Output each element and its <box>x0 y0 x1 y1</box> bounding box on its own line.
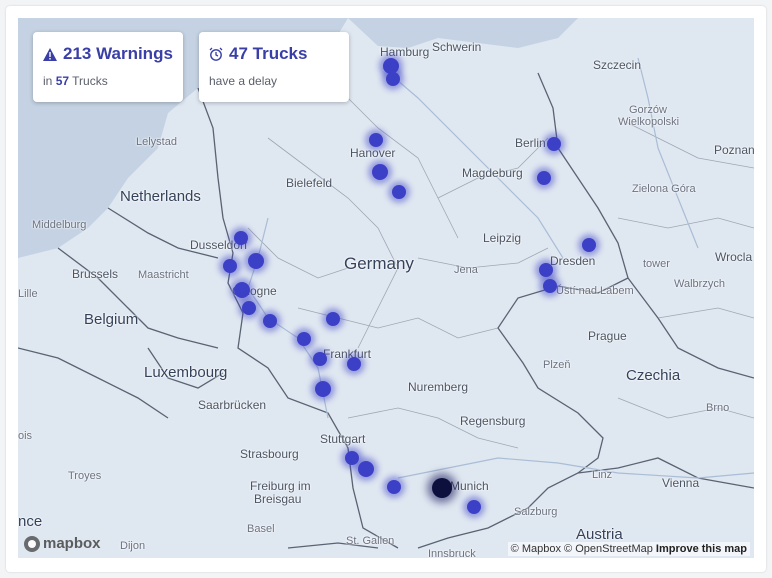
warning-icon <box>43 47 57 61</box>
truck-marker[interactable] <box>387 480 401 494</box>
warnings-sub-suffix: Trucks <box>72 74 108 88</box>
city-label-salzburg: Salzburg <box>514 506 558 518</box>
city-label-plzen: Plzeň <box>543 359 571 371</box>
city-label-frankfurt: Frankfurt <box>323 347 372 361</box>
city-label-zielona: Zielona Góra <box>632 183 696 195</box>
city-label-lille: Lille <box>18 288 38 300</box>
country-label-netherlands: Netherlands <box>120 188 201 205</box>
country-label-czechia: Czechia <box>626 367 681 384</box>
city-label-walbrzych: Walbrzych <box>674 278 725 290</box>
truck-marker[interactable] <box>248 253 264 269</box>
city-label-troyes: Troyes <box>68 470 102 482</box>
city-label-saarbrucken: Saarbrücken <box>198 398 267 412</box>
city-label-brussels: Brussels <box>72 267 119 281</box>
map-attribution: © Mapbox © OpenStreetMap Improve this ma… <box>507 542 750 556</box>
city-label-schwerin: Schwerin <box>432 40 482 54</box>
mapbox-attribution-link[interactable]: © Mapbox <box>510 543 561 555</box>
city-label-strasbourg: Strasbourg <box>240 447 299 461</box>
warnings-truck-count: 57 <box>55 74 70 88</box>
city-label-usti: Ústí nad Labem <box>556 285 634 297</box>
city-label-berlin: Berlin <box>515 136 546 150</box>
truck-marker[interactable] <box>297 332 311 346</box>
delayed-trucks-count: 47 Trucks <box>229 44 308 63</box>
country-label-austria: Austria <box>576 526 623 543</box>
city-label-poznan: Poznan <box>714 143 754 157</box>
city-label-bielefeld: Bielefeld <box>286 176 333 190</box>
osm-attribution-link[interactable]: © OpenStreetMap <box>564 543 653 555</box>
city-label-munich: Munich <box>450 479 489 493</box>
city-label-hamburg: Hamburg <box>380 45 430 59</box>
city-label-prague: Prague <box>588 329 627 343</box>
truck-marker[interactable] <box>345 451 359 465</box>
city-label-vienna: Vienna <box>662 476 700 490</box>
truck-marker[interactable] <box>315 381 331 397</box>
city-label-leipzig: Leipzig <box>483 231 522 245</box>
city-label-regensburg: Regensburg <box>460 414 526 428</box>
delayed-trucks-subtitle: have a delay <box>209 74 278 88</box>
truck-marker[interactable] <box>383 58 399 74</box>
mapbox-logo-icon <box>24 535 40 552</box>
city-label-stgallen: St. Gallen <box>346 535 395 547</box>
city-label-jena: Jena <box>454 264 478 276</box>
truck-marker-selected[interactable] <box>432 478 452 498</box>
city-label-gorzow: Gorzów <box>629 104 667 116</box>
city-label-ois: ois <box>18 430 33 442</box>
warnings-sub-prefix: in <box>43 74 53 88</box>
city-label-magdeburg: Magdeburg <box>462 166 523 180</box>
truck-marker[interactable] <box>223 259 237 273</box>
truck-marker[interactable] <box>539 263 553 277</box>
truck-marker[interactable] <box>358 461 374 477</box>
city-label-tower: tower <box>643 258 670 270</box>
city-label-linz: Linz <box>592 469 613 481</box>
truck-marker[interactable] <box>326 312 340 326</box>
city-label-brno: Brno <box>706 402 730 414</box>
truck-marker[interactable] <box>467 500 481 514</box>
truck-marker[interactable] <box>372 164 388 180</box>
mapbox-logo[interactable]: mapbox <box>24 535 101 552</box>
country-label-germany: Germany <box>344 254 414 273</box>
truck-marker[interactable] <box>347 357 361 371</box>
truck-marker[interactable] <box>263 314 277 328</box>
truck-marker[interactable] <box>537 171 551 185</box>
truck-marker[interactable] <box>369 133 383 147</box>
city-label-freiburg-2: Breisgau <box>254 492 302 506</box>
country-label-france: nce <box>18 513 43 530</box>
truck-marker[interactable] <box>242 301 256 315</box>
city-label-stuttgart: Stuttgart <box>320 432 366 446</box>
warnings-count: 213 Warnings <box>63 44 173 63</box>
city-label-maastricht: Maastricht <box>138 269 189 281</box>
city-label-szczecin: Szczecin <box>593 58 642 72</box>
city-label-basel: Basel <box>247 523 275 535</box>
delayed-trucks-card[interactable]: 47 Trucks have a delay <box>199 32 349 102</box>
improve-map-link[interactable]: Improve this map <box>655 543 747 555</box>
warnings-card[interactable]: 213 Warnings in 57 Trucks <box>33 32 183 102</box>
city-label-freiburg-1: Freiburg im <box>250 479 311 493</box>
city-label-dusseldorf: Dusseldorf <box>190 238 248 252</box>
truck-marker[interactable] <box>313 352 327 366</box>
city-label-lelystad: Lelystad <box>136 136 177 148</box>
city-label-wroclaw: Wrocla <box>715 250 753 264</box>
city-label-innsbruck: Innsbruck <box>428 548 476 558</box>
mapbox-logo-text: mapbox <box>43 535 101 552</box>
truck-marker[interactable] <box>547 137 561 151</box>
alarm-clock-icon <box>209 47 223 61</box>
city-label-wielkopolski: Wielkopolski <box>618 116 680 128</box>
city-label-nuremberg: Nuremberg <box>408 380 469 394</box>
country-label-luxembourg: Luxembourg <box>144 364 228 381</box>
truck-marker[interactable] <box>392 185 406 199</box>
truck-marker[interactable] <box>234 231 248 245</box>
city-label-middelburg: Middelburg <box>32 219 87 231</box>
truck-marker[interactable] <box>582 238 596 252</box>
truck-marker[interactable] <box>234 282 250 298</box>
truck-marker[interactable] <box>386 72 400 86</box>
country-label-belgium: Belgium <box>84 311 139 328</box>
city-label-hanover: Hanover <box>350 146 396 160</box>
city-label-dresden: Dresden <box>550 254 596 268</box>
warnings-subtitle: in 57 Trucks <box>43 74 173 88</box>
truck-marker[interactable] <box>543 279 557 293</box>
city-label-dijon: Dijon <box>120 540 146 552</box>
